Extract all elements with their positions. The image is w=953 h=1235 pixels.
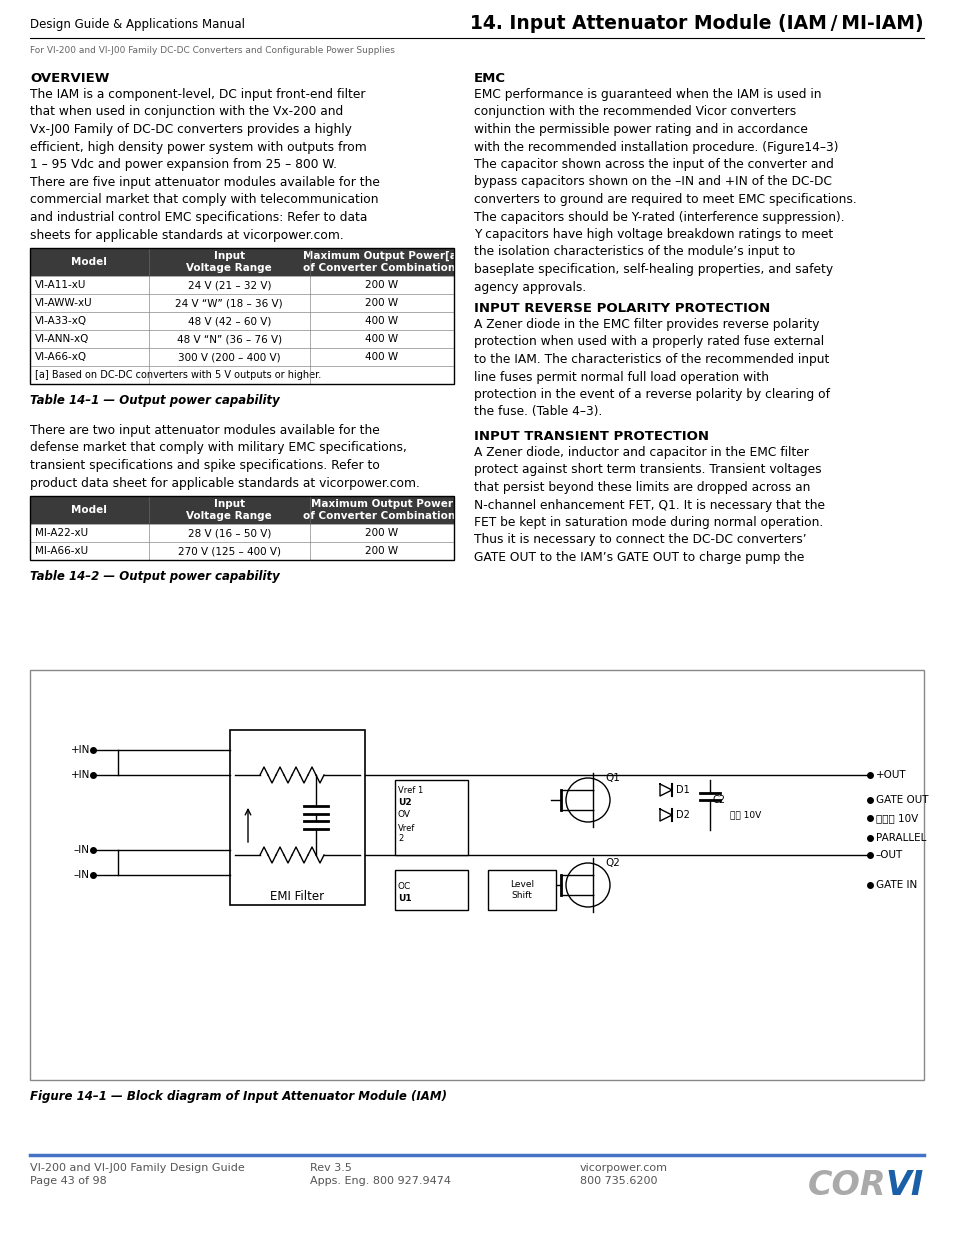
Bar (30, 366, 454, 384)
Text: VI-A66-xQ: VI-A66-xQ (35, 352, 87, 362)
Bar (30, 671, 923, 1079)
Text: A Zener diode, inductor and capacitor in the EMC filter
protect against short te: A Zener diode, inductor and capacitor in… (474, 446, 824, 564)
Text: 200 W: 200 W (365, 298, 398, 308)
Text: Model: Model (71, 505, 107, 515)
Text: OVERVIEW: OVERVIEW (30, 72, 110, 85)
Text: Table 14–2 — Output power capability: Table 14–2 — Output power capability (30, 571, 279, 583)
Text: PARALLEL: PARALLEL (875, 832, 925, 844)
Text: +IN: +IN (71, 769, 90, 781)
Text: 270 V (125 – 400 V): 270 V (125 – 400 V) (177, 546, 280, 556)
Text: 48 V (42 – 60 V): 48 V (42 – 60 V) (188, 316, 271, 326)
Text: Maximum Output Power
of Converter Combinations: Maximum Output Power of Converter Combin… (302, 499, 460, 521)
Text: Vref: Vref (397, 824, 415, 832)
Bar (395, 781, 468, 855)
Text: ⎌⎌ 10V: ⎌⎌ 10V (729, 810, 760, 819)
Text: C2: C2 (712, 795, 725, 805)
Text: GATE IN: GATE IN (875, 881, 916, 890)
Text: VI-A11-xU: VI-A11-xU (35, 280, 87, 290)
Bar (488, 869, 556, 910)
Text: OC: OC (397, 882, 411, 890)
Bar (30, 330, 454, 348)
Text: MI-A22-xU: MI-A22-xU (35, 529, 88, 538)
Text: Rev 3.5: Rev 3.5 (310, 1163, 352, 1173)
Text: +IN: +IN (71, 745, 90, 755)
Text: U1: U1 (397, 894, 411, 903)
Text: EMC: EMC (474, 72, 505, 85)
Bar (395, 869, 468, 910)
Text: Page 43 of 98: Page 43 of 98 (30, 1176, 107, 1186)
Text: –IN: –IN (74, 845, 90, 855)
Text: Level
Shift: Level Shift (510, 881, 534, 900)
Text: MI-A66-xU: MI-A66-xU (35, 546, 88, 556)
Text: 2: 2 (397, 834, 403, 844)
Text: Apps. Eng. 800 927.9474: Apps. Eng. 800 927.9474 (310, 1176, 451, 1186)
Text: INPUT REVERSE POLARITY PROTECTION: INPUT REVERSE POLARITY PROTECTION (474, 303, 769, 315)
Bar (30, 542, 454, 559)
Text: Q2: Q2 (604, 858, 619, 868)
Text: Table 14–1 — Output power capability: Table 14–1 — Output power capability (30, 394, 279, 408)
Text: VI: VI (884, 1170, 923, 1202)
Text: Design Guide & Applications Manual: Design Guide & Applications Manual (30, 19, 245, 31)
Bar (30, 524, 454, 542)
Text: Q1: Q1 (604, 773, 619, 783)
Text: ⎌⎌⎌ 10V: ⎌⎌⎌ 10V (875, 813, 918, 823)
Text: There are two input attenuator modules available for the
defense market that com: There are two input attenuator modules a… (30, 424, 419, 489)
Text: D1: D1 (676, 785, 689, 795)
Text: EMI Filter: EMI Filter (270, 890, 324, 903)
Text: Maximum Output Power[a]
of Converter Combinations: Maximum Output Power[a] of Converter Com… (302, 251, 460, 273)
Text: Input
Voltage Range: Input Voltage Range (186, 251, 272, 273)
Text: 200 W: 200 W (365, 529, 398, 538)
Text: U2: U2 (397, 798, 411, 806)
Text: OV: OV (397, 810, 411, 819)
Text: –IN: –IN (74, 869, 90, 881)
Text: GATE OUT: GATE OUT (875, 795, 927, 805)
Bar (30, 248, 454, 275)
Text: EMC performance is guaranteed when the IAM is used in
conjunction with the recom: EMC performance is guaranteed when the I… (474, 88, 856, 294)
Text: –OUT: –OUT (875, 850, 902, 860)
Bar (30, 496, 454, 559)
Text: 400 W: 400 W (365, 352, 398, 362)
Text: INPUT TRANSIENT PROTECTION: INPUT TRANSIENT PROTECTION (474, 430, 708, 443)
Text: VI-AWW-xU: VI-AWW-xU (35, 298, 92, 308)
Text: 300 V (200 – 400 V): 300 V (200 – 400 V) (178, 352, 280, 362)
Text: For VI-200 and VI-J00 Family DC-DC Converters and Configurable Power Supplies: For VI-200 and VI-J00 Family DC-DC Conve… (30, 46, 395, 56)
Text: 14. Input Attenuator Module (IAM / MI-IAM): 14. Input Attenuator Module (IAM / MI-IA… (470, 14, 923, 33)
Text: There are five input attenuator modules available for the
commercial market that: There are five input attenuator modules … (30, 177, 379, 242)
Text: A Zener diode in the EMC filter provides reverse polarity
protection when used w: A Zener diode in the EMC filter provides… (474, 317, 829, 419)
Text: VI-ANN-xQ: VI-ANN-xQ (35, 333, 90, 345)
Text: vicorpower.com: vicorpower.com (579, 1163, 667, 1173)
Text: The IAM is a component-level, DC input front-end filter
that when used in conjun: The IAM is a component-level, DC input f… (30, 88, 366, 170)
Bar (30, 496, 454, 524)
Text: 24 V (21 – 32 V): 24 V (21 – 32 V) (188, 280, 271, 290)
Text: +OUT: +OUT (875, 769, 905, 781)
Bar (30, 294, 454, 312)
Bar (30, 248, 454, 384)
Bar (230, 730, 365, 905)
Text: 400 W: 400 W (365, 316, 398, 326)
Text: 200 W: 200 W (365, 280, 398, 290)
Text: [a] Based on DC-DC converters with 5 V outputs or higher.: [a] Based on DC-DC converters with 5 V o… (35, 370, 321, 380)
Text: 24 V “W” (18 – 36 V): 24 V “W” (18 – 36 V) (175, 298, 283, 308)
Text: Model: Model (71, 257, 107, 267)
Text: 28 V (16 – 50 V): 28 V (16 – 50 V) (188, 529, 271, 538)
Text: 200 W: 200 W (365, 546, 398, 556)
Text: Vref 1: Vref 1 (397, 785, 423, 795)
Bar (30, 312, 454, 330)
Bar (30, 348, 454, 366)
Text: VI-A33-xQ: VI-A33-xQ (35, 316, 87, 326)
Text: 400 W: 400 W (365, 333, 398, 345)
Text: COR: COR (806, 1170, 885, 1202)
Bar (30, 275, 454, 294)
Text: D2: D2 (676, 810, 689, 820)
Text: VI-200 and VI-J00 Family Design Guide: VI-200 and VI-J00 Family Design Guide (30, 1163, 245, 1173)
Text: Input
Voltage Range: Input Voltage Range (186, 499, 272, 521)
Text: Figure 14–1 — Block diagram of Input Attenuator Module (IAM): Figure 14–1 — Block diagram of Input Att… (30, 1091, 447, 1103)
Text: 800 735.6200: 800 735.6200 (579, 1176, 657, 1186)
Text: 48 V “N” (36 – 76 V): 48 V “N” (36 – 76 V) (176, 333, 281, 345)
